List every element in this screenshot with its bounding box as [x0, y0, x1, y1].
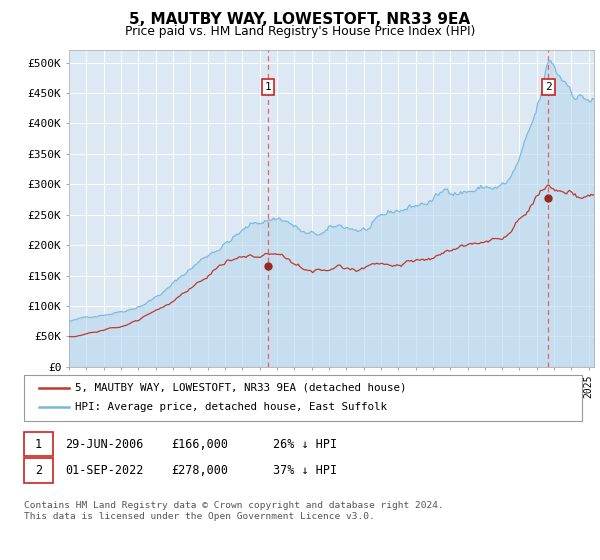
Text: 26% ↓ HPI: 26% ↓ HPI: [273, 437, 337, 451]
Text: Price paid vs. HM Land Registry's House Price Index (HPI): Price paid vs. HM Land Registry's House …: [125, 25, 475, 38]
Text: 29-JUN-2006: 29-JUN-2006: [65, 437, 143, 451]
Text: HPI: Average price, detached house, East Suffolk: HPI: Average price, detached house, East…: [75, 402, 387, 412]
Text: 2: 2: [545, 82, 552, 92]
Text: £278,000: £278,000: [171, 464, 228, 477]
Text: 5, MAUTBY WAY, LOWESTOFT, NR33 9EA: 5, MAUTBY WAY, LOWESTOFT, NR33 9EA: [130, 12, 470, 27]
Text: Contains HM Land Registry data © Crown copyright and database right 2024.
This d: Contains HM Land Registry data © Crown c…: [24, 501, 444, 521]
Text: 37% ↓ HPI: 37% ↓ HPI: [273, 464, 337, 477]
Text: 1: 1: [265, 82, 272, 92]
Text: 5, MAUTBY WAY, LOWESTOFT, NR33 9EA (detached house): 5, MAUTBY WAY, LOWESTOFT, NR33 9EA (deta…: [75, 382, 407, 393]
Text: 2: 2: [35, 464, 42, 477]
Text: 1: 1: [35, 437, 42, 451]
Text: £166,000: £166,000: [171, 437, 228, 451]
Text: 01-SEP-2022: 01-SEP-2022: [65, 464, 143, 477]
